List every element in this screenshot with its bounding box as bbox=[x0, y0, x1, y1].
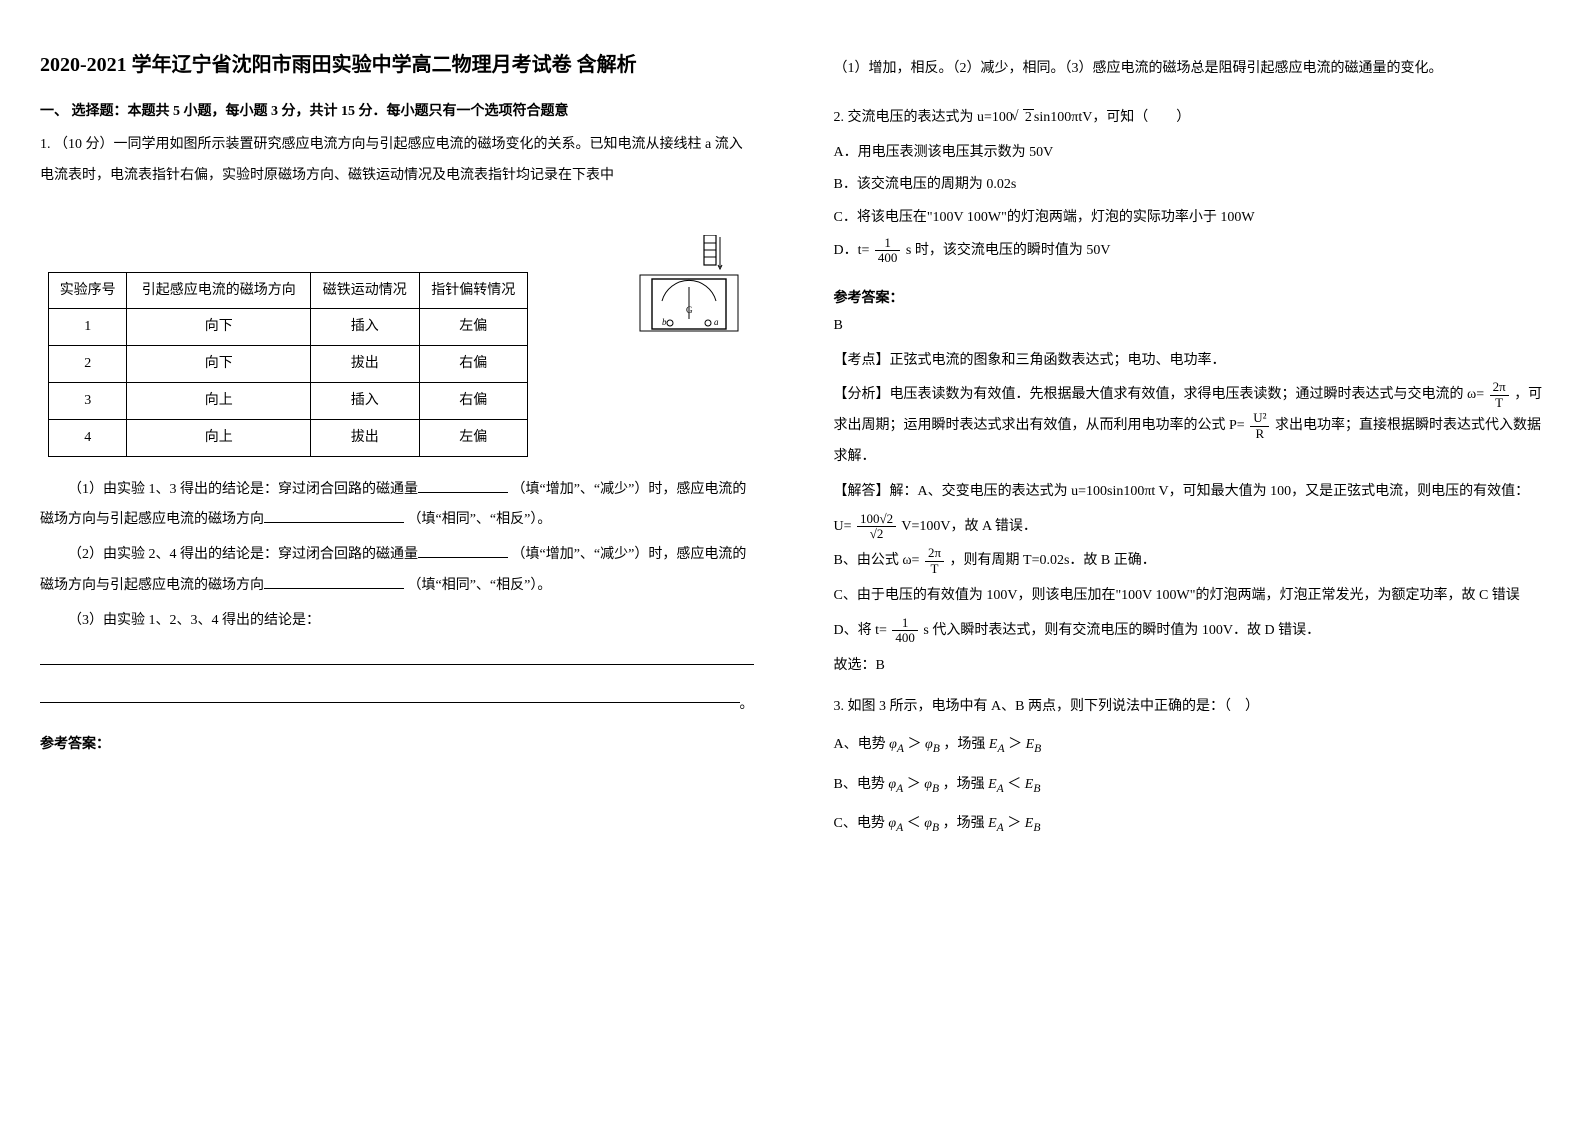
period: 。 bbox=[740, 693, 754, 713]
q2-fenxi: 【分析】电压表读数为有效值．先根据最大值求有效值，求得电压表读数；通过瞬时表达式… bbox=[834, 380, 1548, 472]
q3-B-text: B、电势 φA ＞ φB ，场强 EA ＜ EB bbox=[834, 777, 1041, 792]
q2-opt-C: C．将该电压在"100V 100W"的灯泡两端，灯泡的实际功率小于 100W bbox=[834, 203, 1548, 234]
q2-opt-A: A．用电压表测该电压其示数为 50V bbox=[834, 138, 1548, 169]
table-row: 4向上拔出左偏 bbox=[49, 419, 528, 456]
answer-line bbox=[40, 663, 754, 665]
q1-sub3: （3）由实验 1、2、3、4 得出的结论是： bbox=[40, 606, 754, 637]
svg-text:G: G bbox=[686, 305, 693, 315]
q2-stem: 2. 交流电压的表达式为 u=1002sin100πtV，可知（ ） bbox=[834, 103, 1548, 134]
q3-stem: 3. 如图 3 所示，电场中有 A、B 两点，则下列说法中正确的是：（ ） bbox=[834, 692, 1548, 723]
q2-fenxi-a: 【分析】电压表读数为有效值．先根据最大值求有效值，求得电压表读数；通过瞬时表达式… bbox=[834, 387, 1485, 402]
q1-sub2-c: （填“相同”、“相反”）。 bbox=[408, 578, 552, 593]
q1-answer: （1）增加，相反。（2）减少，相同。（3）感应电流的磁场总是阻碍引起感应电流的磁… bbox=[834, 54, 1548, 85]
frac-1-400-b: 1400 bbox=[892, 616, 918, 646]
q2-D-b: s 时，该交流电压的瞬时值为 50V bbox=[906, 243, 1111, 258]
answer-line bbox=[40, 701, 740, 703]
q1-sub1-c: （填“相同”、“相反”）。 bbox=[408, 512, 552, 527]
q2-D-a2: D、将 t= bbox=[834, 623, 887, 638]
q3-opt-C: C、电势 φA ＜ φB ，场强 EA ＞ EB bbox=[834, 809, 1548, 840]
answer-header-2: 参考答案： bbox=[834, 287, 1548, 307]
q2-B-b: ，则有周期 T=0.02s．故 B 正确． bbox=[950, 553, 1156, 568]
q2-D-line: D、将 t= 1400 s 代入瞬时表达式，则有交流电压的瞬时值为 100V．故… bbox=[834, 616, 1548, 647]
frac-2pi-T: 2πT bbox=[1490, 380, 1509, 410]
th-2: 磁铁运动情况 bbox=[311, 272, 419, 309]
q3-A-text: A、电势 φA ＞ φB ，场强 EA ＞ EB bbox=[834, 737, 1042, 752]
q2-D-b2: s 代入瞬时表达式，则有交流电压的瞬时值为 100V．故 D 错误． bbox=[923, 623, 1320, 638]
q2-B-a: B、由公式 ω= bbox=[834, 553, 920, 568]
right-column: （1）增加，相反。（2）减少，相同。（3）感应电流的磁场总是阻碍引起感应电流的磁… bbox=[794, 0, 1587, 1122]
q2-C-line: C、由于电压的有效值为 100V，则该电压加在"100V 100W"的灯泡两端，… bbox=[834, 581, 1548, 612]
q2-U-a: U= bbox=[834, 519, 852, 534]
q1-sub2-a: （2）由实验 2、4 得出的结论是：穿过闭合回路的磁通量 bbox=[68, 547, 418, 562]
table-row: 1向下插入左偏 bbox=[49, 309, 528, 346]
q2-jieda-U: U= 100√2√2 V=100V，故 A 错误． bbox=[834, 512, 1548, 543]
blank bbox=[418, 543, 508, 558]
blank bbox=[264, 508, 404, 523]
q2-jieda-head: 【解答】解：A、交变电压的表达式为 u=100sin100πt V，可知最大值为… bbox=[834, 477, 1548, 508]
q3-C-text: C、电势 φA ＜ φB ，场强 EA ＞ EB bbox=[834, 816, 1041, 831]
q2-kaodian: 【考点】正弦式电流的图象和三角函数表达式；电功、电功率． bbox=[834, 346, 1548, 377]
frac-U2-R: U²R bbox=[1250, 411, 1269, 441]
q3-opt-B: B、电势 φA ＞ φB ，场强 EA ＜ EB bbox=[834, 770, 1548, 801]
q2-U-b: V=100V，故 A 错误． bbox=[901, 519, 1036, 534]
svg-text:a: a bbox=[714, 317, 719, 327]
frac-1-400: 1400 bbox=[875, 236, 901, 266]
q3-opt-A: A、电势 φA ＞ φB ，场强 EA ＞ EB bbox=[834, 730, 1548, 761]
table-row: 3向上插入右偏 bbox=[49, 382, 528, 419]
table-header-row: 实验序号 引起感应电流的磁场方向 磁铁运动情况 指针偏转情况 bbox=[49, 272, 528, 309]
blank bbox=[418, 478, 508, 493]
q2-guxuan: 故选：B bbox=[834, 651, 1548, 682]
q2-stem-b: sin100πtV，可知（ ） bbox=[1034, 110, 1190, 125]
q2-B-line: B、由公式 ω= 2πT ，则有周期 T=0.02s．故 B 正确． bbox=[834, 546, 1548, 577]
exam-title: 2020-2021 学年辽宁省沈阳市雨田实验中学高二物理月考试卷 含解析 bbox=[40, 50, 754, 80]
q2-opt-D: D．t= 1400 s 时，该交流电压的瞬时值为 50V bbox=[834, 236, 1548, 267]
q1-sub1: （1）由实验 1、3 得出的结论是：穿过闭合回路的磁通量 （填“增加”、“减少”… bbox=[40, 475, 754, 537]
svg-text:b: b bbox=[662, 317, 667, 327]
left-column: 2020-2021 学年辽宁省沈阳市雨田实验中学高二物理月考试卷 含解析 一、 … bbox=[0, 0, 794, 1122]
frac-100r2-r2: 100√2√2 bbox=[857, 512, 896, 542]
frac-2pi-T-b: 2πT bbox=[925, 546, 944, 576]
th-0: 实验序号 bbox=[49, 272, 127, 309]
th-3: 指针偏转情况 bbox=[419, 272, 528, 309]
q2-stem-a: 2. 交流电压的表达式为 u=100 bbox=[834, 110, 1013, 125]
blank bbox=[264, 574, 404, 589]
q1-sub2: （2）由实验 2、4 得出的结论是：穿过闭合回路的磁通量 （填“增加”、“减少”… bbox=[40, 540, 754, 602]
q1-stem: 1. （10 分）一同学用如图所示装置研究感应电流方向与引起感应电流的磁场变化的… bbox=[40, 130, 754, 192]
section-1-header: 一、 选择题：本题共 5 小题，每小题 3 分，共计 15 分．每小题只有一个选… bbox=[40, 100, 754, 120]
q2-answer-letter: B bbox=[834, 311, 1548, 342]
galvanometer-figure: G b a bbox=[634, 235, 744, 325]
q2-opt-B: B．该交流电压的周期为 0.02s bbox=[834, 170, 1548, 201]
experiment-table: 实验序号 引起感应电流的磁场方向 磁铁运动情况 指针偏转情况 1向下插入左偏 2… bbox=[48, 272, 528, 457]
q1-sub1-a: （1）由实验 1、3 得出的结论是：穿过闭合回路的磁通量 bbox=[68, 482, 418, 497]
q2-D-a: D．t= bbox=[834, 243, 870, 258]
answer-header: 参考答案： bbox=[40, 733, 754, 753]
table-row: 2向下拔出右偏 bbox=[49, 346, 528, 383]
sqrt2-icon: 2 bbox=[1013, 103, 1034, 134]
th-1: 引起感应电流的磁场方向 bbox=[127, 272, 311, 309]
